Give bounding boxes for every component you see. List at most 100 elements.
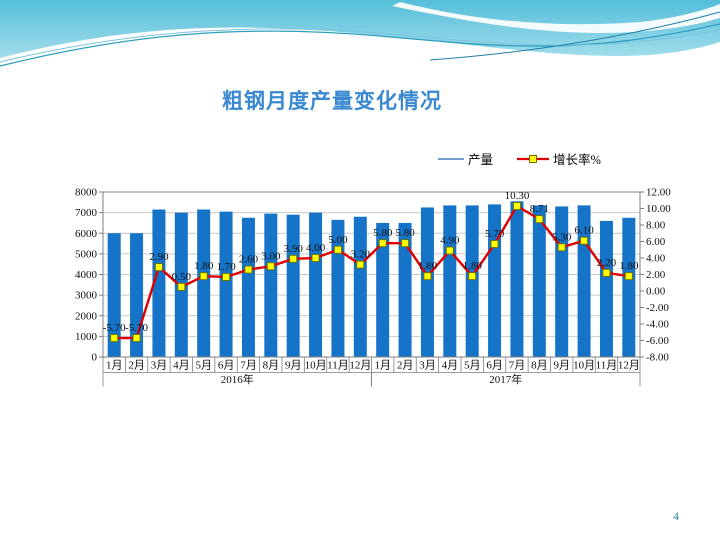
bar <box>420 207 434 357</box>
data-label: 2.90 <box>149 251 169 263</box>
month-label: 9月 <box>285 360 302 372</box>
decorative-wave-banner <box>0 0 720 90</box>
month-label: 1月 <box>374 360 391 372</box>
data-label: 5.80 <box>395 227 415 239</box>
data-label: 2.60 <box>239 254 259 266</box>
wave-accent-line-2 <box>0 28 720 63</box>
month-label: 8月 <box>263 360 280 372</box>
data-point-marker <box>222 273 231 281</box>
data-point-marker <box>199 272 208 281</box>
data-label: 5.70 <box>485 228 505 240</box>
page-number: 4 <box>673 509 679 523</box>
gridlines <box>103 212 640 337</box>
data-label: 3.00 <box>261 250 281 262</box>
wave-white-swoosh <box>392 2 720 33</box>
data-point-marker <box>177 282 186 291</box>
data-label: 1.80 <box>418 260 438 272</box>
right-axis-tick-label: 12.00 <box>646 187 671 199</box>
month-label: 5月 <box>195 360 212 372</box>
right-axis-tick-label: -6.00 <box>646 335 669 347</box>
right-axis-tick-label: 8.00 <box>646 220 666 232</box>
growth-rate-line <box>110 202 633 342</box>
bar <box>555 206 569 357</box>
data-point-marker <box>110 334 119 342</box>
data-label: 5.80 <box>373 227 393 239</box>
bar <box>599 220 613 357</box>
month-label: 6月 <box>218 360 235 372</box>
data-point-marker <box>557 243 566 252</box>
data-label: 4.90 <box>440 235 460 247</box>
data-label: 1.80 <box>194 260 214 272</box>
right-axis-tick-label: -8.00 <box>646 352 669 364</box>
data-label: 4.00 <box>306 242 326 254</box>
month-label: 11月 <box>596 360 618 372</box>
left-axis-tick-label: 8000 <box>75 187 98 199</box>
bar <box>107 233 121 357</box>
data-point-marker <box>289 254 298 263</box>
bar <box>197 209 211 357</box>
legend-label-growth-rate: 增长率% <box>553 153 601 167</box>
month-label: 8月 <box>531 360 548 372</box>
production-bars <box>107 201 636 357</box>
wave-white-base <box>0 27 720 90</box>
month-label: 11月 <box>327 360 349 372</box>
bar <box>353 216 367 357</box>
bar <box>532 205 546 357</box>
right-axis-tick-label: 4.00 <box>646 253 666 265</box>
legend-label-production: 产量 <box>468 153 494 167</box>
data-label: 0.50 <box>172 271 192 283</box>
slide-title: 粗钢月度产量变化情况 <box>222 90 442 113</box>
bar <box>331 219 345 357</box>
data-point-marker <box>132 334 141 342</box>
wave-accent-line-3 <box>429 11 720 61</box>
year-label: 2016年 <box>221 372 254 386</box>
left-axis-tick-label: 1000 <box>75 331 98 343</box>
month-label: 10月 <box>305 360 327 372</box>
data-point-marker <box>602 268 611 277</box>
data-point-marker <box>311 254 320 262</box>
data-label: 5.00 <box>328 234 348 246</box>
left-axis-tick-label: 7000 <box>75 207 98 219</box>
right-axis-tick-label: 0.00 <box>646 286 666 298</box>
data-label: 10.30 <box>505 190 530 202</box>
left-axis-tick-label: 4000 <box>75 269 98 281</box>
left-axis-tick-label: 3000 <box>75 290 98 302</box>
right-axis-tick-label: -4.00 <box>646 319 669 331</box>
bar <box>398 222 412 357</box>
bar <box>510 201 524 357</box>
growth-rate-polyline <box>114 204 629 340</box>
month-label: 7月 <box>240 360 257 372</box>
data-point-marker <box>468 272 477 281</box>
growth-line-marker-sample-icon <box>517 154 550 163</box>
right-axis-tick-label: 2.00 <box>646 269 666 281</box>
month-label: 2月 <box>128 360 145 372</box>
bar <box>219 211 233 357</box>
data-label: 3.20 <box>351 249 371 261</box>
bar <box>376 222 390 357</box>
data-label: -5.70 <box>125 322 148 334</box>
data-label: 1.80 <box>463 260 483 272</box>
data-point-marker <box>378 239 387 248</box>
left-axis-tick-label: 2000 <box>75 310 98 322</box>
wave-accent-line-1 <box>0 23 720 67</box>
bar <box>152 209 166 357</box>
month-label: 1月 <box>106 360 123 372</box>
data-point-marker <box>624 272 633 281</box>
data-label: 6.10 <box>574 225 594 237</box>
data-point-marker <box>445 246 454 255</box>
legend-item-production: 产量 <box>438 149 493 168</box>
bar <box>465 205 479 357</box>
data-point-marker <box>356 260 365 269</box>
right-axis-tick-label: 6.00 <box>646 236 666 248</box>
bar <box>264 213 278 357</box>
data-label: 5.30 <box>552 231 572 243</box>
data-point-marker <box>490 240 499 248</box>
month-label: 4月 <box>173 360 190 372</box>
year-label: 2017年 <box>489 372 522 386</box>
month-label: 10月 <box>573 360 595 372</box>
category-axis: 1月 2月 3月 4月 5月 6月 7月 8月 9月 10月 11月 12月 1月 2月 3月 4月 5月 6月 7… <box>102 357 641 387</box>
data-point-marker <box>401 239 410 248</box>
month-label: 2月 <box>397 360 414 372</box>
production-line-sample-icon <box>438 157 464 160</box>
